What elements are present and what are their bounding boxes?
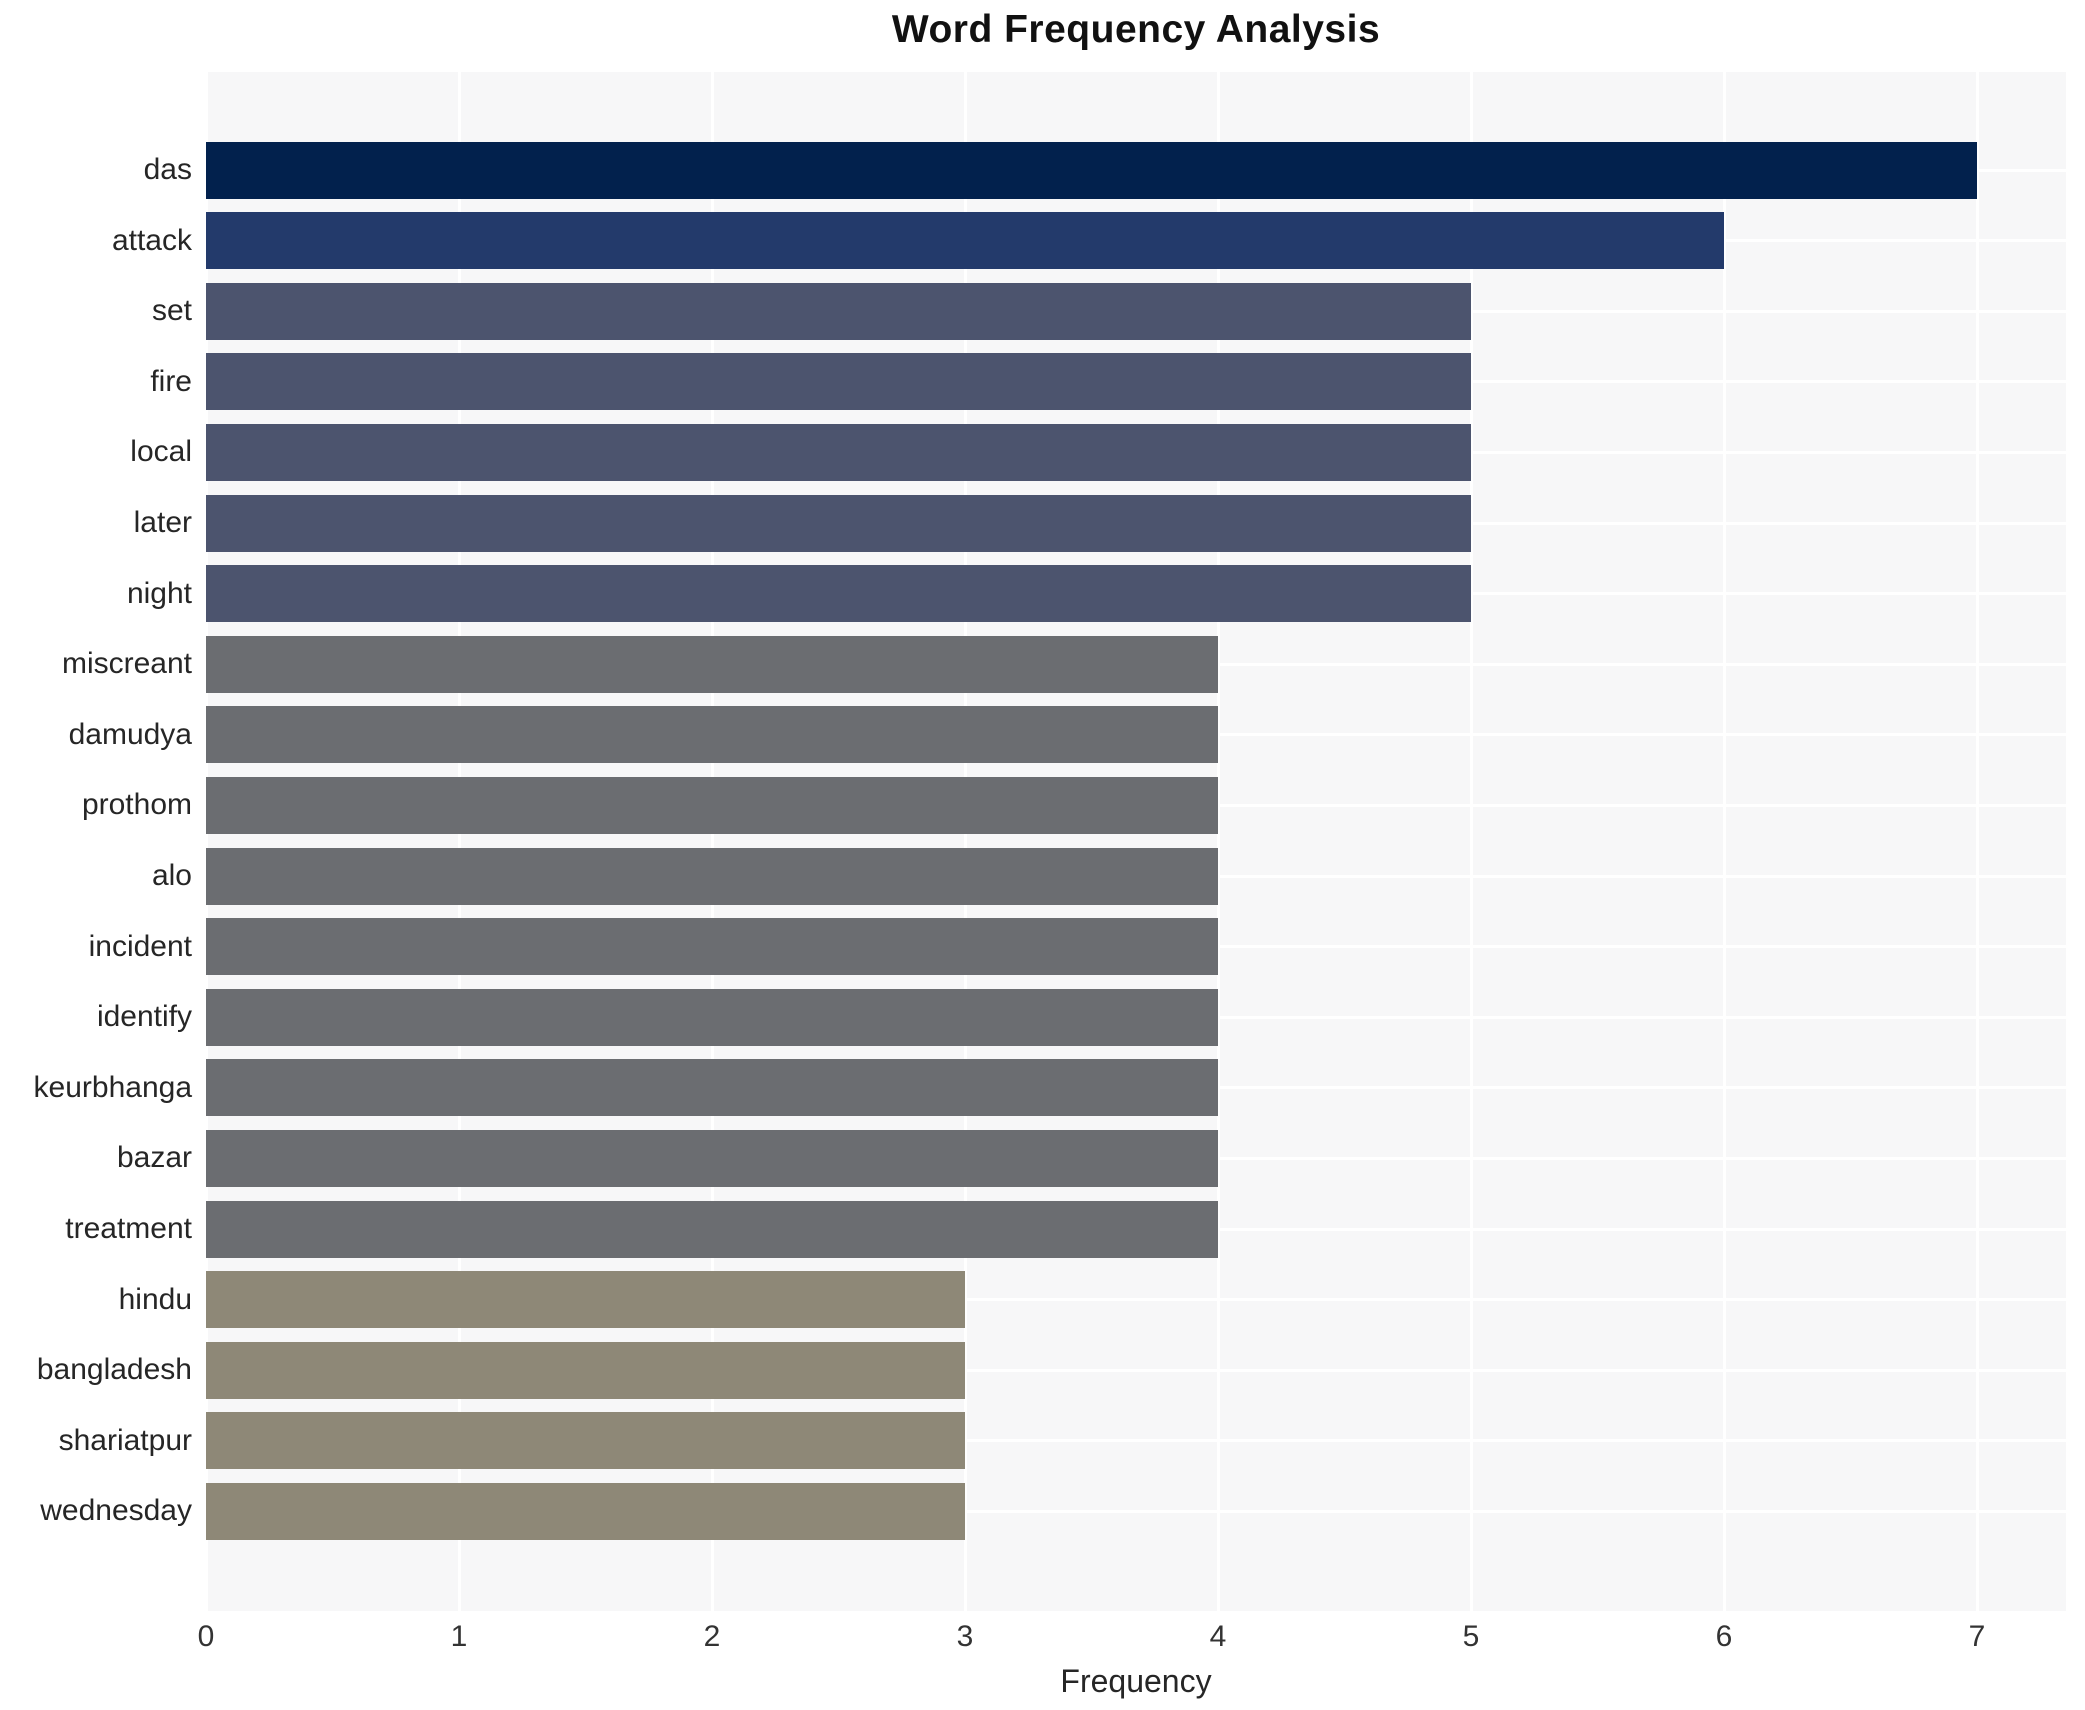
gridline-x-1 [458, 72, 461, 1611]
y-label-set: set [151, 294, 192, 328]
bar-keurbhanga [206, 1059, 1218, 1117]
gridline-x-2 [711, 72, 714, 1611]
y-label-incident: incident [88, 929, 192, 963]
x-tick-3: 3 [956, 1620, 974, 1653]
y-label-wednesday: wednesday [40, 1494, 192, 1528]
gridline-y-wednesday [206, 1509, 2066, 1513]
y-label-fire: fire [150, 364, 192, 398]
y-label-alo: alo [151, 859, 192, 892]
x-tick-4: 4 [1209, 1620, 1227, 1653]
bar-set [206, 282, 1471, 340]
x-tick-6: 6 [1715, 1620, 1733, 1653]
chart-title: Word Frequency Analysis [891, 8, 1381, 51]
bar-incident [206, 918, 1218, 976]
y-label-night: night [126, 576, 192, 610]
y-label-later: later [133, 506, 192, 539]
y-label-das: das [143, 153, 192, 186]
bar-damudya [206, 706, 1218, 764]
bar-later [206, 494, 1471, 552]
x-tick-5: 5 [1462, 1620, 1480, 1653]
gridline-y-shariatpur [206, 1439, 2066, 1443]
y-label-bangladesh: bangladesh [36, 1353, 192, 1387]
bar-attack [206, 212, 1724, 270]
x-axis-ticks: 0 1 2 3 4 5 6 7 [198, 1620, 2066, 1656]
gridline-y-bangladesh [206, 1368, 2066, 1372]
bar-bazar [206, 1129, 1218, 1187]
gridline-x-7 [1976, 72, 1979, 1611]
bar-das [206, 141, 1977, 199]
plot-area [205, 72, 2066, 1611]
bar-wednesday [206, 1482, 965, 1540]
bar-shariatpur [206, 1412, 965, 1470]
y-label-prothom: prothom [81, 788, 192, 822]
y-label-bazar: bazar [116, 1141, 192, 1175]
y-label-shariatpur: shariatpur [58, 1423, 192, 1457]
x-tick-2: 2 [703, 1620, 721, 1653]
gridline-x-5 [1470, 72, 1473, 1611]
gridline-x-4 [1217, 72, 1220, 1611]
bar-night [206, 565, 1471, 623]
x-tick-1: 1 [450, 1620, 468, 1653]
x-tick-7: 7 [1968, 1620, 1986, 1653]
gridline-x-0 [205, 72, 208, 1611]
bar-miscreant [206, 635, 1218, 693]
gridline-y-hindu [206, 1298, 2066, 1302]
bar-prothom [206, 776, 1218, 834]
bar-hindu [206, 1271, 965, 1329]
bar-bangladesh [206, 1341, 965, 1399]
gridline-x-3 [964, 72, 967, 1611]
bar-fire [206, 353, 1471, 411]
y-label-keurbhanga: keurbhanga [33, 1070, 192, 1104]
y-label-identify: identify [96, 1000, 192, 1034]
y-label-treatment: treatment [65, 1212, 192, 1245]
y-label-hindu: hindu [118, 1282, 192, 1316]
bar-treatment [206, 1200, 1218, 1258]
y-label-attack: attack [111, 223, 192, 257]
x-tick-0: 0 [197, 1620, 215, 1653]
bar-local [206, 423, 1471, 481]
x-axis-title: Frequency [1060, 1663, 1212, 1699]
y-label-damudya: damudya [68, 717, 192, 751]
y-axis-labels: das attack set fire local later night miscreant… [0, 72, 192, 1611]
y-label-local: local [130, 435, 192, 469]
y-label-miscreant: miscreant [61, 647, 192, 681]
bar-alo [206, 847, 1218, 905]
gridline-x-6 [1723, 72, 1726, 1611]
bar-identify [206, 988, 1218, 1046]
